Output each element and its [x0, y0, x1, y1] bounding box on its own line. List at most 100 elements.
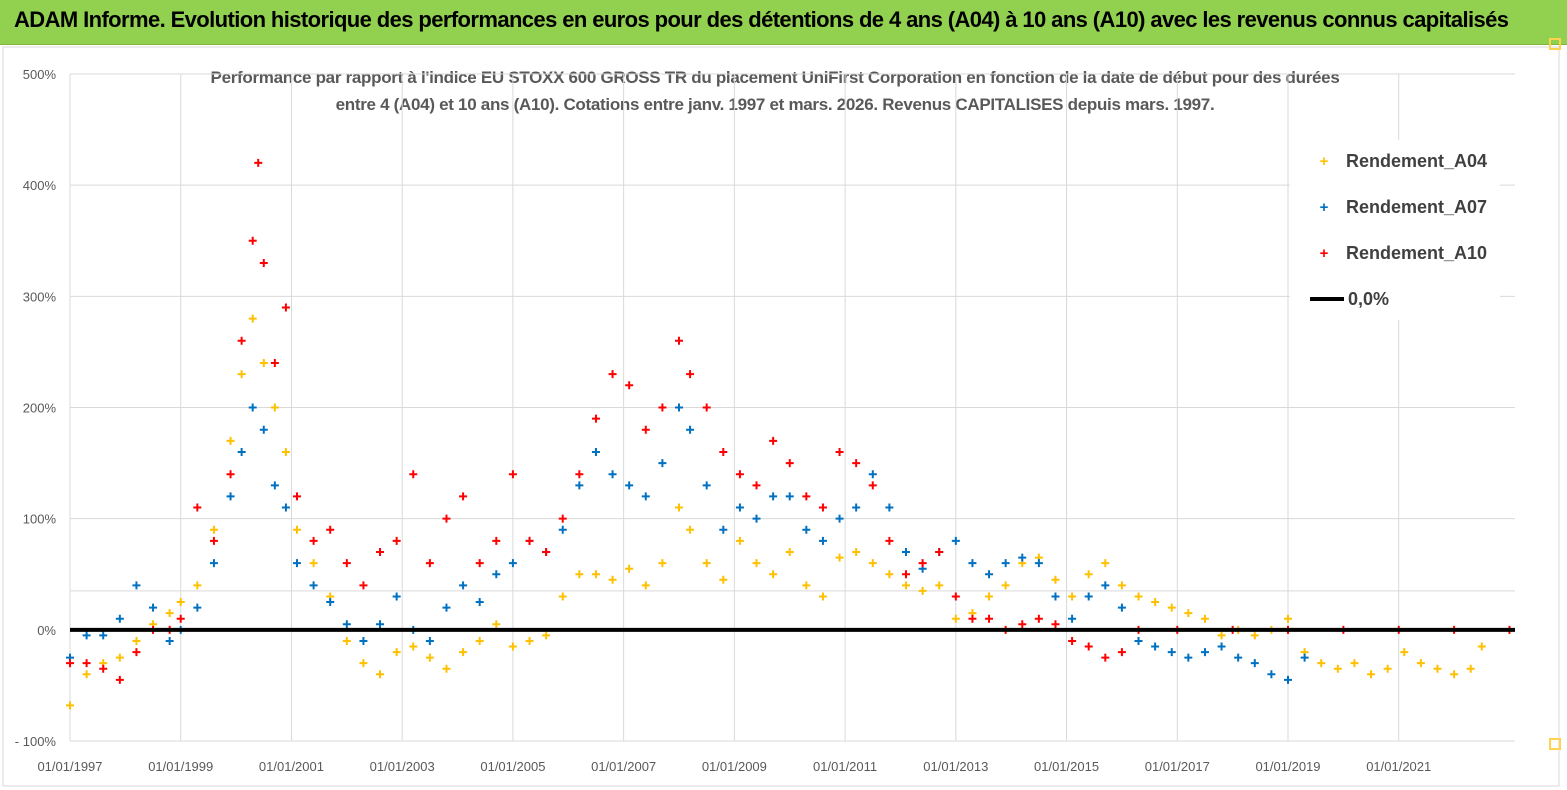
data-point [1134, 592, 1143, 601]
data-point [1184, 609, 1193, 618]
data-point [392, 592, 401, 601]
data-point [985, 570, 994, 579]
data-point [132, 648, 141, 657]
data-point [591, 570, 600, 579]
data-point [82, 659, 91, 668]
legend-marker-a04: + [1319, 152, 1329, 170]
data-point [1117, 648, 1126, 657]
data-point [1350, 659, 1359, 668]
data-point [309, 559, 318, 568]
data-point [492, 620, 501, 629]
data-point [835, 553, 844, 562]
data-point [132, 581, 141, 590]
data-point [165, 609, 174, 618]
y-tick-label: 500% [23, 67, 57, 82]
data-point [702, 403, 711, 412]
data-point [525, 636, 534, 645]
data-point [1250, 631, 1259, 640]
legend-item-a04: + Rendement_A04 [1310, 148, 1487, 174]
legend-item-a07: + Rendement_A07 [1310, 194, 1487, 220]
data-point [508, 559, 517, 568]
data-point [270, 481, 279, 490]
resize-handle-top-right[interactable] [1549, 38, 1561, 50]
data-point [818, 503, 827, 512]
data-point [425, 653, 434, 662]
data-point [686, 370, 695, 379]
data-point [392, 648, 401, 657]
data-point [735, 470, 744, 479]
x-tick-label: 01/01/2001 [259, 759, 324, 774]
data-point [409, 470, 418, 479]
data-point [675, 503, 684, 512]
data-point [442, 664, 451, 673]
legend-item-a10: + Rendement_A10 [1310, 240, 1487, 266]
data-point [542, 631, 551, 640]
data-point [818, 536, 827, 545]
data-point [226, 492, 235, 501]
data-point [342, 620, 351, 629]
data-point [1300, 653, 1309, 662]
resize-handle-bottom-right[interactable] [1549, 738, 1561, 750]
data-point [1134, 636, 1143, 645]
data-point [1001, 581, 1010, 590]
data-point [292, 525, 301, 534]
data-point [575, 470, 584, 479]
data-point [492, 570, 501, 579]
data-point [1400, 648, 1409, 657]
data-point [752, 481, 761, 490]
data-point [935, 581, 944, 590]
x-tick-label: 01/01/2007 [591, 759, 656, 774]
data-point [525, 536, 534, 545]
legend-label-a07: Rendement_A07 [1346, 196, 1488, 217]
data-point [818, 592, 827, 601]
data-point [802, 581, 811, 590]
data-point [658, 403, 667, 412]
data-point [326, 525, 335, 534]
data-point [591, 414, 600, 423]
data-point [248, 403, 257, 412]
data-point [802, 525, 811, 534]
y-tick-label: 200% [23, 401, 57, 416]
data-point [719, 575, 728, 584]
data-point [392, 536, 401, 545]
data-point [769, 436, 778, 445]
data-point [719, 447, 728, 456]
data-point [769, 492, 778, 501]
data-point [785, 492, 794, 501]
data-point [1117, 581, 1126, 590]
x-tick-label: 01/01/2011 [813, 759, 877, 774]
data-point [193, 503, 202, 512]
data-point [951, 614, 960, 623]
chart-title-line1: Performance par rapport à l'indice EU ST… [210, 68, 1340, 87]
data-point [1051, 575, 1060, 584]
data-point [625, 381, 634, 390]
data-point [1051, 592, 1060, 601]
data-point [459, 581, 468, 590]
data-point [309, 536, 318, 545]
x-tick-label: 01/01/1999 [148, 759, 213, 774]
data-point [165, 636, 174, 645]
data-point [835, 447, 844, 456]
data-point [935, 548, 944, 557]
data-point [442, 603, 451, 612]
data-point [1234, 653, 1243, 662]
data-point [1068, 636, 1077, 645]
plot-frame [2, 46, 1560, 787]
data-point [558, 592, 567, 601]
data-point [270, 359, 279, 368]
data-point [259, 258, 268, 267]
data-point [475, 598, 484, 607]
data-point [248, 236, 257, 245]
data-point [1450, 670, 1459, 679]
data-point [176, 598, 185, 607]
data-point [1101, 559, 1110, 568]
data-point [115, 675, 124, 684]
data-point [702, 559, 711, 568]
data-point [1084, 642, 1093, 651]
data-point [852, 503, 861, 512]
x-tick-label: 01/01/2015 [1034, 759, 1099, 774]
data-point [342, 559, 351, 568]
legend-label-a04: Rendement_A04 [1346, 150, 1488, 171]
data-point [237, 447, 246, 456]
